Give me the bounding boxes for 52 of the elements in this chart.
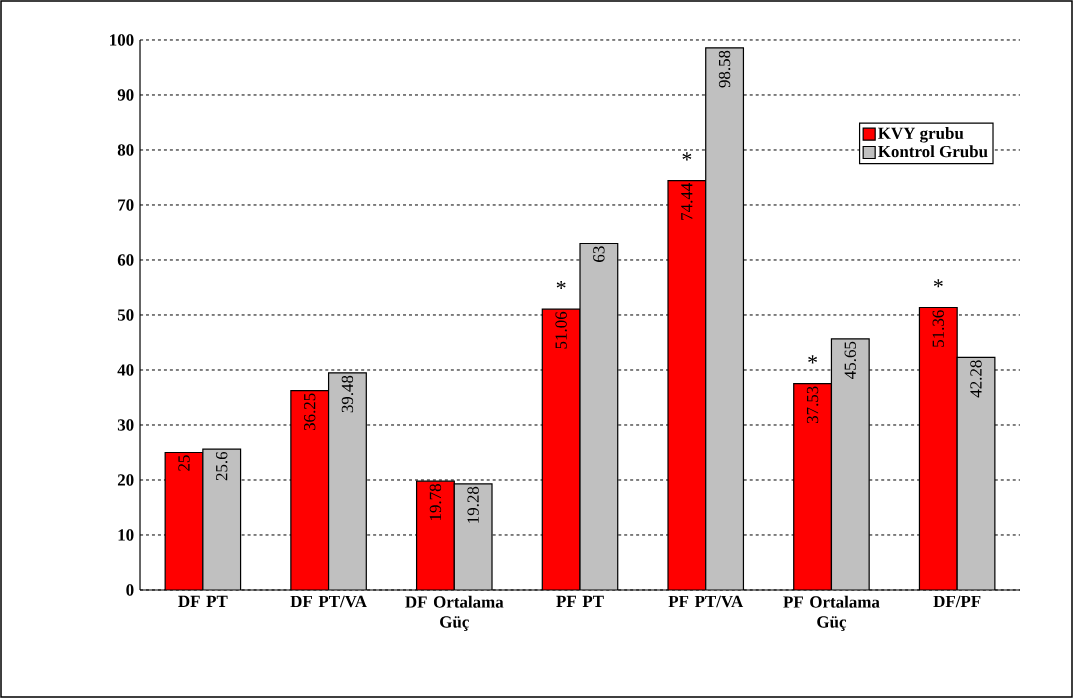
annotation: * (808, 355, 818, 364)
y-tick-label: 0 (126, 584, 134, 596)
bar (668, 180, 706, 590)
bar (454, 483, 493, 590)
bar (580, 243, 618, 590)
x-tick-label: PF PT/VA (668, 595, 744, 608)
data-label: 19.28 (467, 486, 479, 523)
bar (793, 383, 832, 590)
y-tick-label: 50 (117, 309, 134, 321)
bar (416, 481, 455, 590)
y-tick-label: 40 (117, 364, 134, 376)
data-label: 51.06 (555, 311, 567, 349)
bar (328, 372, 367, 590)
bar (956, 356, 996, 590)
y-tick-label: 90 (117, 89, 134, 101)
data-label: 98.58 (718, 50, 731, 88)
bar (290, 390, 329, 590)
data-label: 19.78 (429, 484, 442, 521)
data-label: 25.6 (215, 451, 228, 481)
y-tick-label: 10 (118, 529, 134, 541)
x-tick-label: DF PT/VA (290, 595, 367, 608)
data-label: 25 (178, 455, 190, 471)
bar (918, 306, 958, 590)
data-label: 51.36 (932, 310, 945, 347)
y-tick-label: 80 (117, 144, 134, 156)
x-tick-label: PF PT (556, 595, 604, 607)
y-tick-label: 60 (117, 254, 134, 266)
data-label: 63 (593, 246, 605, 262)
bar (831, 338, 870, 590)
data-label: 39.48 (341, 375, 354, 413)
y-tick-label: 70 (118, 199, 134, 211)
bar (705, 47, 744, 590)
legend-label: KVY grubu (878, 127, 964, 143)
data-label: 42.28 (970, 360, 982, 398)
annotation: * (682, 152, 692, 161)
x-tick-label: DF Ortalama Güç (405, 595, 504, 631)
legend-label: Kontrol Grubu (878, 145, 988, 158)
x-tick-label: DF PT (178, 595, 228, 607)
y-tick-label: 20 (117, 474, 134, 486)
bar (202, 449, 241, 590)
annotation: * (556, 280, 566, 289)
y-tick-label: 30 (117, 419, 134, 431)
bar (542, 309, 581, 590)
y-tick-label: 100 (110, 34, 134, 46)
bar (165, 452, 203, 590)
annotation: * (933, 279, 943, 288)
data-label: 36.25 (303, 393, 316, 431)
data-label: 37.53 (806, 386, 819, 424)
data-label: 45.65 (844, 341, 857, 379)
x-tick-label: DF/PF (933, 595, 981, 608)
data-label: 74.44 (681, 183, 693, 220)
x-tick-label: PF Ortalama Güç (783, 595, 880, 631)
